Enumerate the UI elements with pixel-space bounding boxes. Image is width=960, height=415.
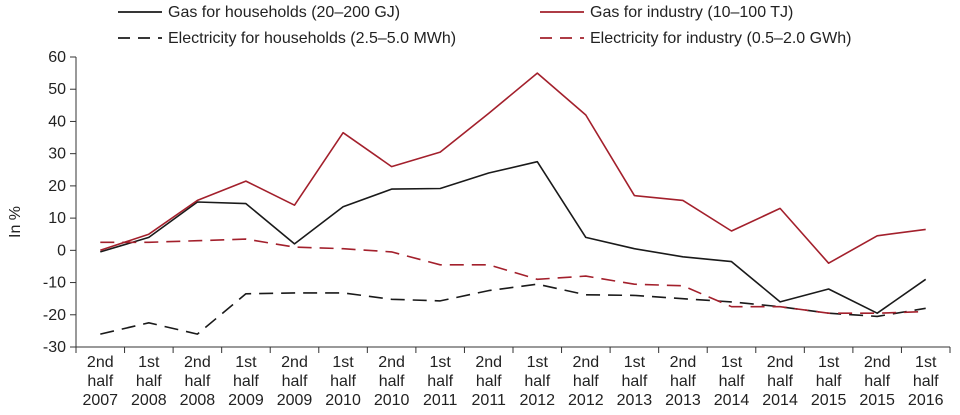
x-tick-label: 1st half 2016 <box>908 354 944 409</box>
x-tick-label: 1st half 2013 <box>617 354 653 409</box>
x-tick-label: 2nd half 2011 <box>472 354 507 409</box>
x-tick-label: 1st half 2015 <box>811 354 847 409</box>
x-axis: 2nd half 2007 1st half 2008 2nd half 2008 1st half… <box>75 346 951 409</box>
legend-label: Gas for industry (10–100 TJ) <box>590 4 793 21</box>
y-tick-label: 20 <box>48 178 66 195</box>
x-tick-label: 2nd half 2010 <box>374 354 410 409</box>
x-tick-label: 1st half 2009 <box>228 354 264 409</box>
legend-item-1: Gas for households (20–200 GJ) <box>118 4 400 21</box>
x-tick-label: 2nd half 2014 <box>762 354 798 409</box>
x-tick-label: 2nd half 2015 <box>859 354 895 409</box>
series-line-1 <box>100 160 927 314</box>
y-tick-label: 0 <box>57 242 66 259</box>
x-tick-label: 1st half 2011 <box>423 354 458 409</box>
x-tick-label: 1st half 2010 <box>325 354 361 409</box>
x-tick-label: 2nd half 2007 <box>82 354 118 409</box>
x-tick-label: 2nd half 2009 <box>277 354 313 409</box>
series-group <box>100 72 927 335</box>
x-tick-label: 1st half 2008 <box>131 354 167 409</box>
legend-label: Electricity for industry (0.5–2.0 GWh) <box>590 30 851 47</box>
y-tick-label: 30 <box>48 146 66 163</box>
series-line-4 <box>100 238 926 314</box>
x-tick-label: 2nd half 2012 <box>568 354 604 409</box>
legend-item-2: Gas for industry (10–100 TJ) <box>540 4 793 21</box>
y-tick-label: 50 <box>48 81 66 98</box>
y-tick-label: -20 <box>43 307 66 324</box>
y-tick-label: 60 <box>48 49 66 66</box>
series-line-3 <box>100 283 926 335</box>
x-tick-label: 1st half 2012 <box>519 354 555 409</box>
x-tick-label: 1st half 2014 <box>714 354 750 409</box>
y-tick-label: 40 <box>48 113 66 130</box>
series-line-2 <box>100 72 926 264</box>
y-tick-label: -30 <box>43 339 66 356</box>
y-axis: 60 50 40 30 20 10 0 -10 -20 -30 <box>43 49 77 356</box>
legend-item-4: Electricity for industry (0.5–2.0 GWh) <box>540 30 851 47</box>
legend-label: Electricity for households (2.5–5.0 MWh) <box>168 30 456 47</box>
x-tick-label: 2nd half 2008 <box>180 354 216 409</box>
y-axis-label: In % <box>7 206 24 238</box>
legend: Gas for households (20–200 GJ) Gas for in… <box>118 4 851 47</box>
x-tick-label: 2nd half 2013 <box>665 354 701 409</box>
y-tick-label: 10 <box>48 210 66 227</box>
y-tick-label: -10 <box>43 275 66 292</box>
legend-item-3: Electricity for households (2.5–5.0 MWh) <box>118 30 456 47</box>
legend-label: Gas for households (20–200 GJ) <box>168 4 400 21</box>
